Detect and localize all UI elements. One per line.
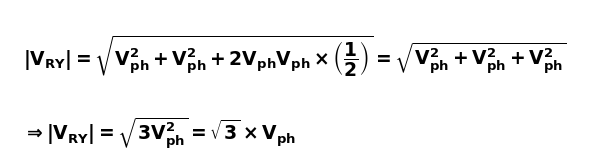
Text: $\mathbf{\Rightarrow |V_{RY}| = \sqrt{3V_{ph}^2} = \sqrt{3} \times V_{ph}}$: $\mathbf{\Rightarrow |V_{RY}| = \sqrt{3V… [23, 116, 296, 151]
Text: $\mathbf{|V_{RY}| = \sqrt{V_{ph}^2 + V_{ph}^2 + 2V_{ph}V_{ph} \times \left(\dfra: $\mathbf{|V_{RY}| = \sqrt{V_{ph}^2 + V_{… [23, 34, 567, 79]
